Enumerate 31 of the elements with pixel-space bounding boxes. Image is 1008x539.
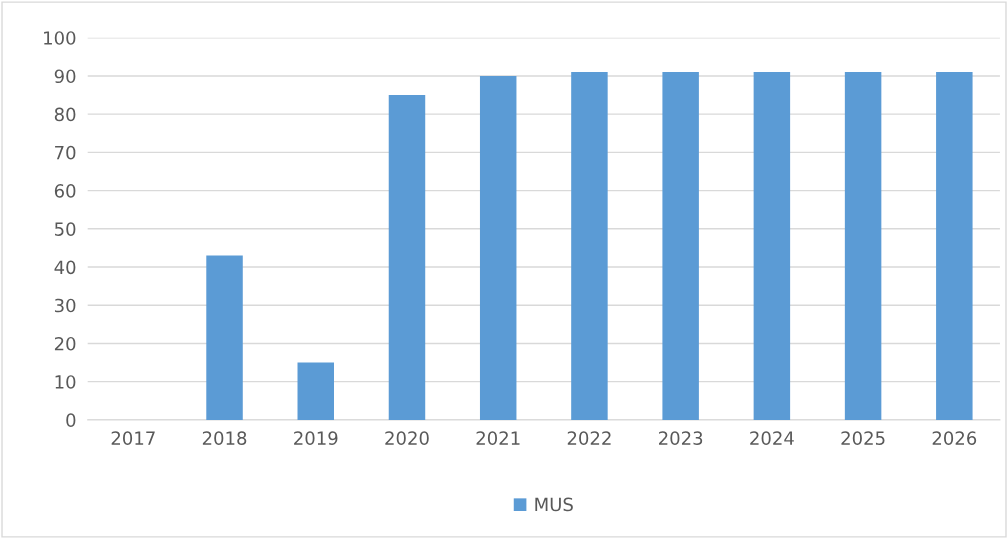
bar (571, 72, 608, 420)
bar (662, 72, 699, 420)
y-tick-label: 70 (55, 145, 76, 160)
x-tick-label: 2021 (476, 431, 520, 445)
bar (297, 362, 334, 420)
bar (844, 72, 882, 420)
bar (936, 72, 973, 420)
x-tick-label: 2026 (932, 431, 977, 445)
y-tick-label: 20 (54, 336, 76, 351)
y-tick-label: 100 (44, 31, 76, 45)
x-tick-label: 2024 (750, 431, 794, 445)
x-tick-label: 2019 (294, 431, 338, 445)
x-tick-label: 2020 (385, 431, 429, 445)
y-tick-label: 0 (66, 413, 76, 427)
y-tick-label: 40 (54, 260, 76, 275)
x-tick-label: 2017 (111, 431, 155, 445)
bar (206, 255, 243, 420)
y-tick-label: 10 (55, 375, 76, 389)
y-tick-label: 90 (54, 69, 76, 84)
bar (753, 72, 791, 420)
bar (479, 75, 517, 420)
y-tick-label: 50 (55, 222, 76, 236)
x-tick-label: 2022 (567, 431, 611, 445)
x-tick-label: 2018 (202, 431, 247, 445)
bar (388, 95, 426, 420)
y-tick-label: 60 (54, 184, 76, 198)
y-tick-label: 80 (54, 107, 76, 122)
x-tick-label: 2023 (659, 431, 703, 445)
y-tick-label: 30 (54, 298, 76, 313)
x-tick-label: 2025 (841, 431, 885, 445)
legend-label: MUS (535, 497, 573, 512)
